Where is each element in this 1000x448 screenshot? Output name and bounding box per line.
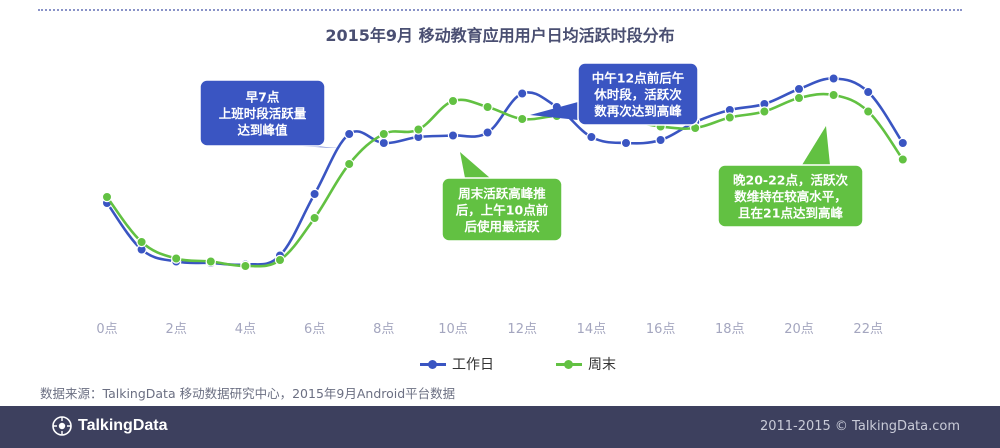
callout-pointer [802, 126, 830, 165]
legend-label-weekend: 周末 [588, 357, 616, 373]
line-chart: 0点 2点 4点 6点 8点 10点 12点 14点 16点 18点 20点 22点 早7点上班时段活跃… [96, 62, 909, 337]
x-tick-label: 8点 [373, 322, 394, 337]
legend: 工作日 周末 [0, 354, 1000, 374]
data-point-weekend [482, 101, 493, 113]
callout-text: 数维持在较高水平， [733, 189, 847, 204]
callout-box-evening [717, 164, 864, 228]
x-tick-label: 16点 [646, 322, 676, 337]
data-point-weekend [101, 191, 113, 203]
callout-text: 后，上午10点前 [456, 202, 549, 217]
callout-text: 且在21点达到高峰 [738, 205, 843, 220]
data-point-workday [655, 134, 666, 146]
data-point-workday [863, 86, 874, 98]
data-point-weekend [344, 158, 355, 170]
callout-text: 早7点 [246, 89, 280, 104]
x-tick-label: 18点 [715, 322, 745, 337]
top-divider [38, 9, 962, 11]
data-point-weekend [378, 128, 389, 140]
data-point-workday [897, 137, 909, 149]
data-point-workday [620, 137, 632, 149]
x-tick-label: 0点 [96, 322, 117, 337]
x-tick-label: 4点 [235, 322, 256, 337]
callout-box-morning [199, 79, 326, 147]
callout-pointer [530, 102, 578, 120]
legend-label-workday: 工作日 [452, 357, 494, 373]
legend-item-workday: 工作日 [420, 354, 494, 374]
data-point-weekend [724, 112, 736, 123]
brand-name: TalkingData [78, 417, 168, 434]
copyright-text: 2011-2015 © TalkingData.com [759, 419, 960, 434]
data-point-workday [447, 130, 459, 141]
x-tick-label: 6点 [304, 322, 325, 337]
legend-swatch-weekend [556, 357, 582, 371]
callout-text: 数再次达到高峰 [593, 103, 682, 118]
data-point-workday [378, 137, 389, 149]
data-point-workday [793, 83, 805, 95]
data-point-workday [482, 127, 493, 138]
data-point-weekend [793, 92, 805, 104]
callout-box-noon [577, 62, 699, 126]
data-point-weekend [205, 256, 216, 267]
data-point-workday [828, 73, 839, 84]
callout-text: 达到峰值 [237, 122, 288, 137]
data-point-weekend [309, 212, 320, 224]
data-point-workday [309, 188, 320, 200]
brand-logo: TalkingData [52, 416, 168, 436]
callout-pointer [460, 152, 490, 178]
callout-text: 后使用最活跃 [464, 219, 540, 234]
data-point-weekend [170, 253, 182, 264]
data-source-note: 数据来源：TalkingData 移动数据研究中心，2015年9月Android… [40, 386, 456, 401]
chart-title: 2015年9月 移动教育应用用户日均活跃时段分布 [325, 26, 675, 45]
callout-text: 休时段，活跃次 [593, 87, 682, 102]
data-point-weekend [897, 154, 909, 165]
callout-text: 中午12点前后午 [592, 70, 685, 85]
x-tick-label: 12点 [507, 322, 537, 337]
legend-item-weekend: 周末 [556, 354, 616, 374]
data-point-weekend [759, 106, 770, 117]
data-point-weekend [447, 95, 459, 107]
data-point-workday [586, 131, 597, 143]
data-point-weekend [517, 113, 528, 125]
data-point-workday [517, 88, 528, 99]
x-tick-label: 14点 [577, 322, 607, 337]
x-tick-label: 20点 [784, 322, 814, 337]
data-point-weekend [240, 260, 251, 272]
data-point-weekend [274, 254, 286, 266]
callout-box-weekend-peak [441, 177, 563, 242]
data-point-workday [344, 128, 355, 140]
data-point-weekend [863, 106, 874, 117]
x-tick-label: 10点 [438, 322, 468, 337]
talkingdata-logo-icon [52, 416, 72, 436]
callout-text: 周末活跃高峰推 [458, 186, 546, 201]
x-tick-label: 2点 [166, 322, 187, 337]
callout-text: 上班时段活跃量 [219, 106, 307, 121]
data-point-weekend [828, 89, 839, 101]
callout-text: 晚20-22点，活跃次 [733, 172, 848, 187]
legend-swatch-workday [420, 357, 446, 371]
footer-bar: TalkingData 2011-2015 © TalkingData.com [0, 406, 1000, 448]
x-tick-label: 22点 [853, 322, 883, 337]
data-point-weekend [136, 236, 147, 248]
data-point-weekend [413, 124, 424, 135]
